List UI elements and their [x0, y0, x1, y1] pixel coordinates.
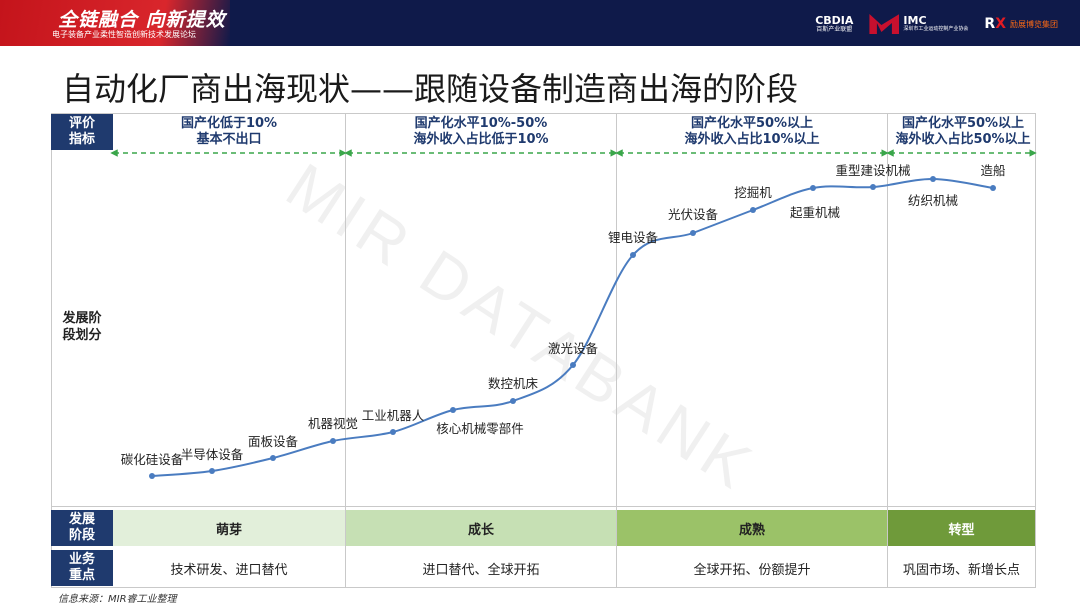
- focus-cell-2: 进口替代、全球开拓: [422, 562, 540, 578]
- source-note: 信息来源：MIR睿工业整理: [58, 594, 177, 605]
- grid-left: [51, 113, 52, 587]
- curve-point: [450, 407, 456, 413]
- curve-point: [750, 207, 756, 213]
- stage-header: 发展 阶段: [51, 510, 113, 546]
- curve-point-label: 造船: [980, 163, 1005, 178]
- rx-logo: RX 励展博览集团: [984, 16, 1058, 32]
- curve-point: [810, 185, 816, 191]
- curve-point: [510, 398, 516, 404]
- criteria-col-2: 国产化水平10%-50% 海外收入占比低于10%: [413, 116, 549, 148]
- curve-point-label: 工业机器人: [362, 408, 425, 423]
- imc-logo: IMC 深圳市工业运动控制产业协会: [869, 14, 968, 34]
- grid-bottom: [51, 587, 1036, 588]
- curve-point: [870, 184, 876, 190]
- grid-top: [51, 113, 1036, 114]
- curve-point-label: 重型建设机械: [835, 163, 911, 178]
- banner-title: 全链融合 向新提效: [58, 9, 226, 31]
- curve-point: [990, 185, 996, 191]
- curve-point: [630, 252, 636, 258]
- curve-point-label: 机器视觉: [308, 416, 358, 431]
- stage-cell-3: 成熟: [617, 510, 887, 546]
- curve-point-label: 纺织机械: [908, 193, 959, 208]
- curve-point: [930, 176, 936, 182]
- stage-cell-2: 成长: [346, 510, 616, 546]
- banner-subtitle: 电子装备产业柔性智造创新技术发展论坛: [52, 30, 196, 39]
- rx-mark-icon: RX: [984, 16, 1006, 32]
- curve-point: [149, 473, 155, 479]
- top-banner: 全链融合 向新提效 电子装备产业柔性智造创新技术发展论坛 CBDIA 百斯产业联…: [0, 0, 1080, 46]
- curve-point-label: 起重机械: [790, 205, 841, 220]
- imc-mark-icon: [869, 14, 900, 34]
- development-header: 发展阶 段划分: [62, 311, 102, 343]
- sponsor-logos: CBDIA 百斯产业联盟 IMC 深圳市工业运动控制产业协会 RX 励展博览集团: [815, 12, 1058, 36]
- criteria-col-4: 国产化水平50%以上 海外收入占比50%以上: [895, 116, 1031, 148]
- curve-point-label: 面板设备: [248, 434, 299, 449]
- grid-mid-bottom: [51, 506, 1036, 507]
- evaluation-header: 评价 指标: [51, 114, 113, 150]
- curve-point-label: 半导体设备: [181, 447, 244, 462]
- focus-cell-3: 全球开拓、份额提升: [693, 562, 811, 578]
- banner-red-block: [0, 0, 230, 46]
- focus-cell-1: 技术研发、进口替代: [170, 562, 288, 578]
- criteria-col-3: 国产化水平50%以上 海外收入占比10%以上: [684, 116, 820, 148]
- curve-point-label: 挖掘机: [734, 185, 772, 200]
- page-title: 自动化厂商出海现状——跟随设备制造商出海的阶段: [62, 70, 799, 108]
- focus-cell-4: 巩固市场、新增长点: [902, 562, 1020, 578]
- curve-point: [209, 468, 215, 474]
- curve-point-label: 光伏设备: [668, 207, 719, 222]
- grid-right: [1035, 113, 1036, 587]
- business-header: 业务 重点: [51, 550, 113, 586]
- stage-cell-4: 转型: [888, 510, 1035, 546]
- curve-point-label: 数控机床: [488, 376, 539, 391]
- criteria-col-1: 国产化低于10% 基本不出口: [180, 116, 278, 148]
- stage-cell-1: 萌芽: [113, 510, 345, 546]
- curve-point: [390, 429, 396, 435]
- curve-point: [330, 438, 336, 444]
- curve-point: [270, 455, 276, 461]
- watermark: MIR DATABANK: [274, 149, 769, 505]
- curve-point-label: 碳化硅设备: [121, 452, 184, 467]
- cbdia-logo: CBDIA 百斯产业联盟: [815, 13, 854, 33]
- curve-point: [690, 230, 696, 236]
- curve-point-label: 核心机械零部件: [436, 421, 524, 436]
